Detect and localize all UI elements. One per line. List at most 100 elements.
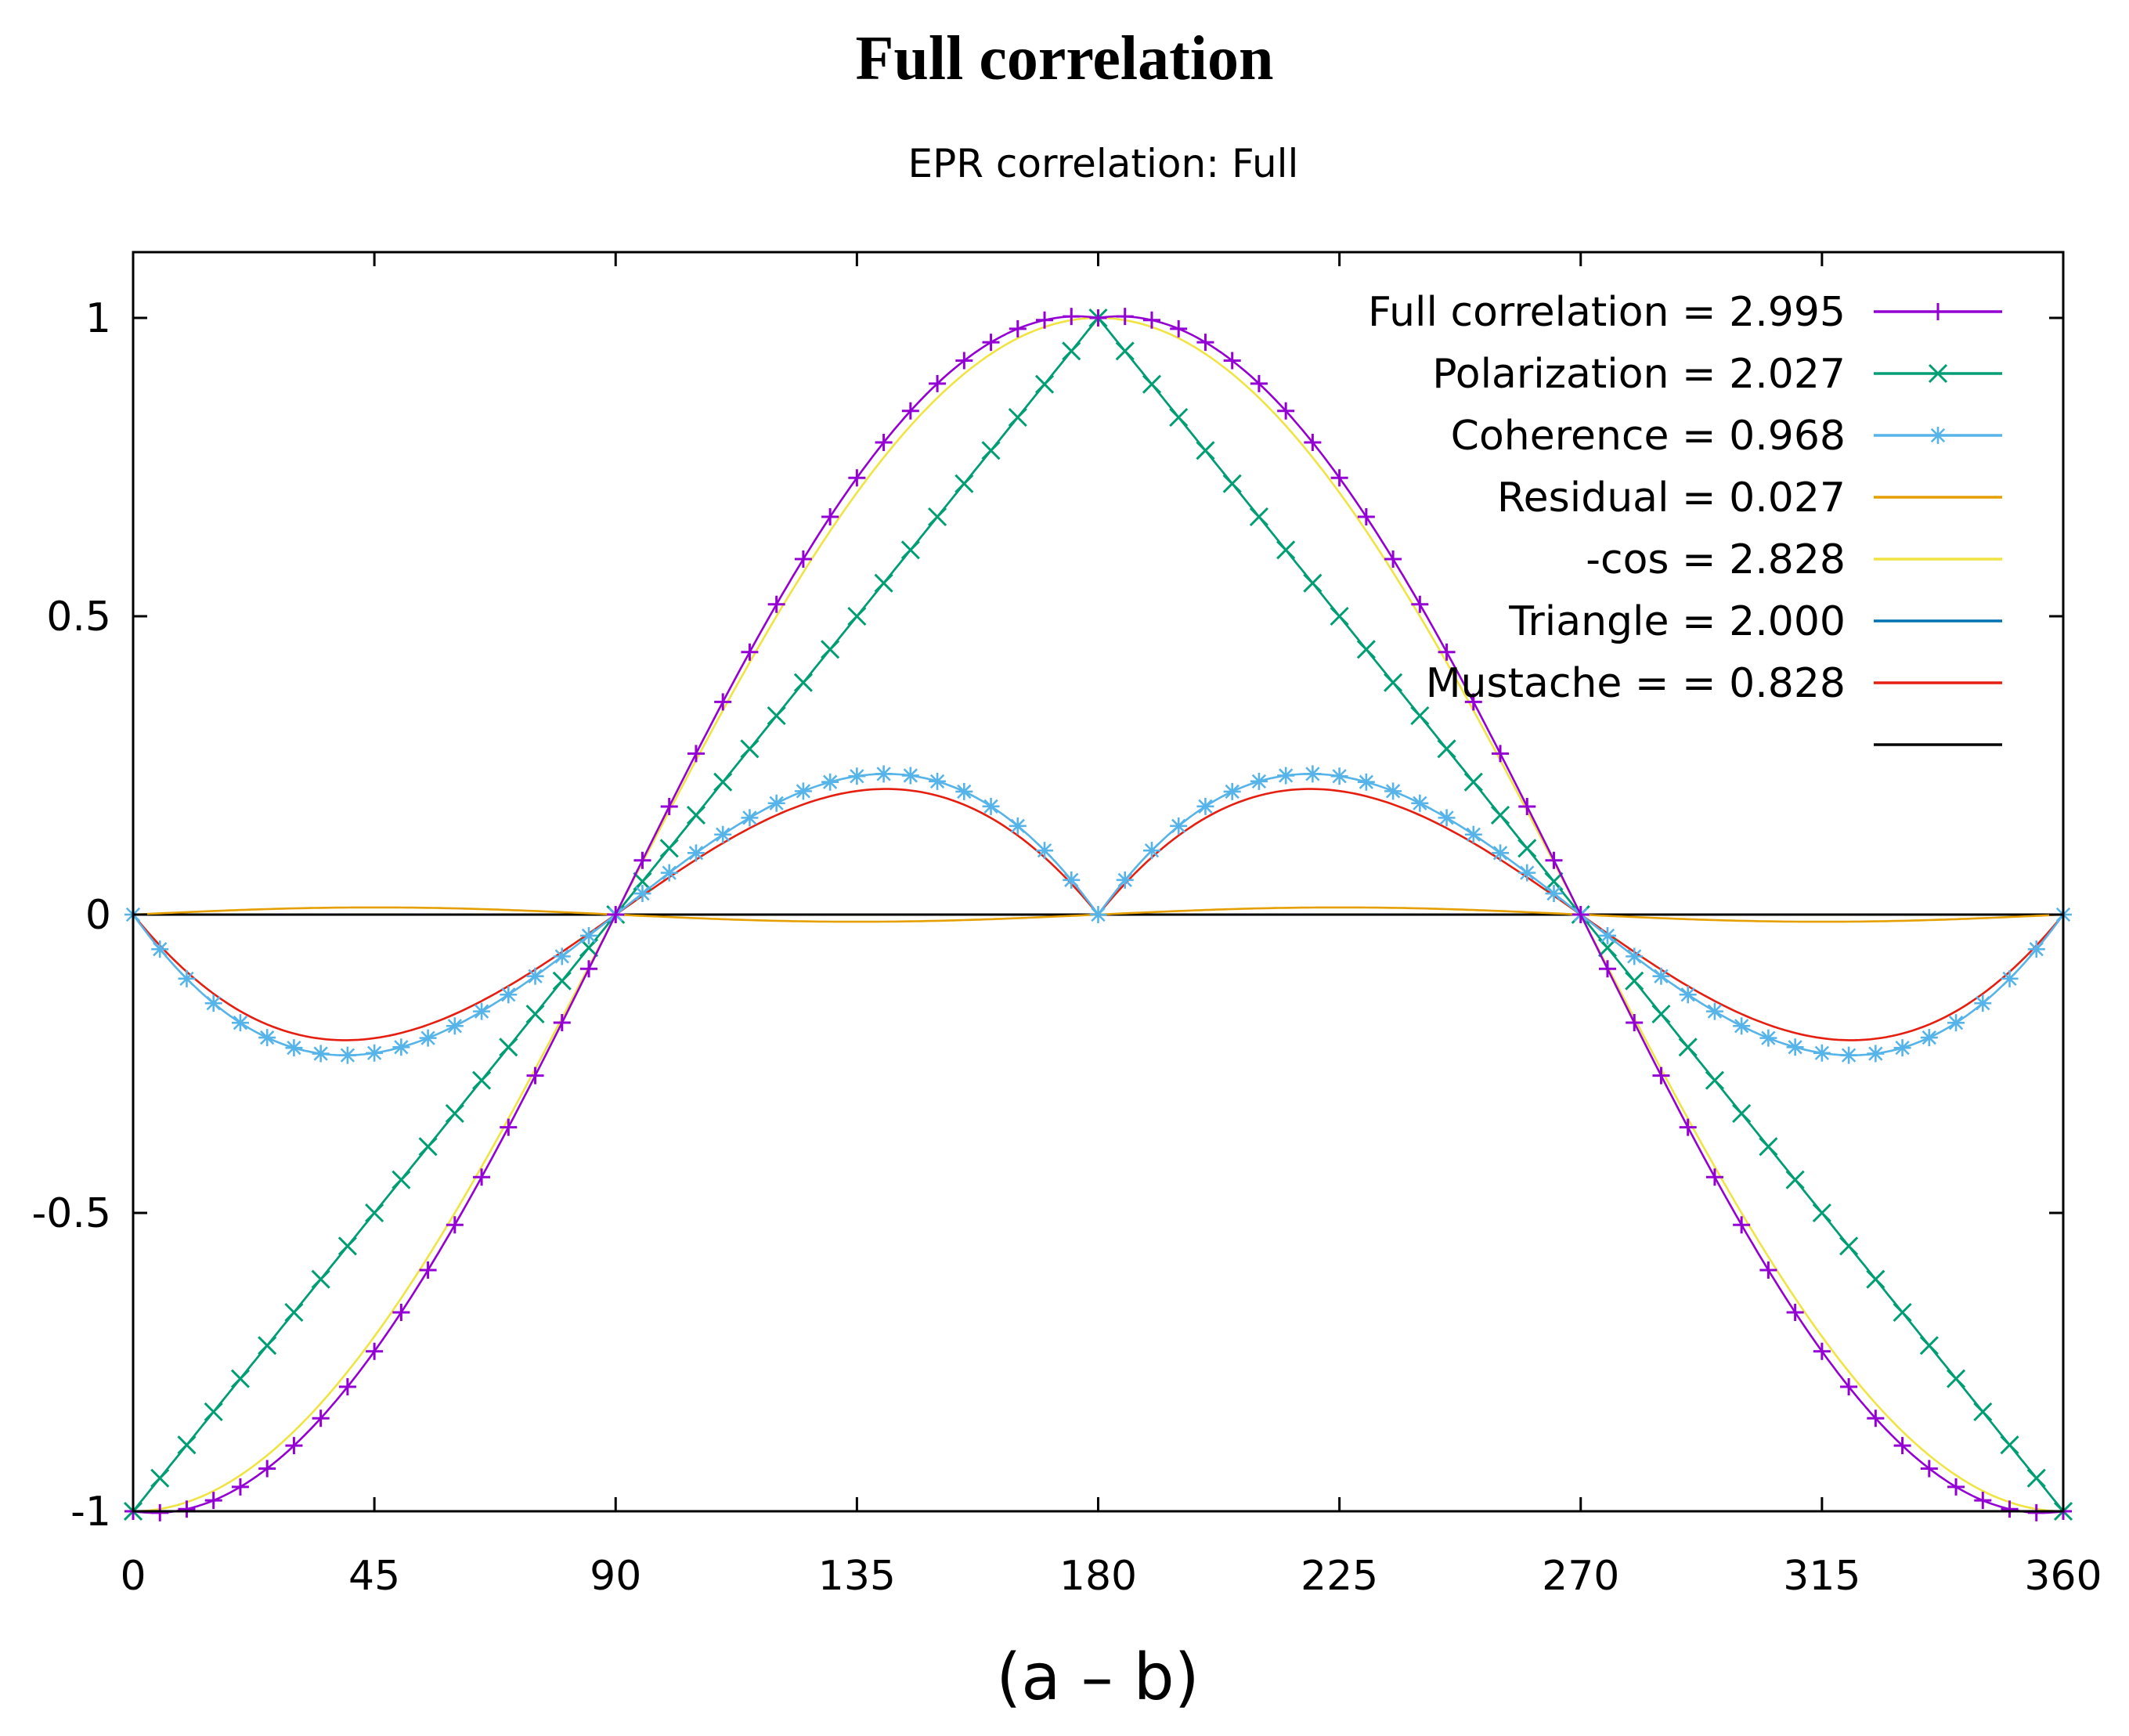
series-marker-2: [687, 844, 705, 862]
y-tick-label-0: 0: [85, 892, 111, 939]
series-marker-2: [1196, 797, 1214, 815]
series-marker-0: [875, 434, 893, 452]
series-marker-1: [311, 1269, 330, 1289]
series-marker-1: [204, 1402, 223, 1422]
series-marker-1: [821, 640, 840, 659]
series-marker-1: [230, 1369, 251, 1388]
series-marker-1: [392, 1170, 411, 1189]
series-marker-0: [687, 745, 705, 763]
series-marker-1: [1249, 507, 1268, 527]
series-marker-2: [1492, 844, 1510, 862]
legend-entry-4: -cos = 2.828: [1586, 536, 2002, 583]
series-marker-2: [500, 986, 518, 1004]
series-marker-0: [1009, 319, 1027, 337]
series-marker-2: [204, 994, 222, 1012]
series-marker-0: [1357, 508, 1375, 526]
series-marker-0: [1250, 374, 1268, 392]
series-marker-0: [1974, 1492, 1992, 1510]
series-marker-2: [660, 864, 678, 882]
series-marker-0: [1786, 1303, 1804, 1321]
series-marker-1: [1785, 1170, 1805, 1189]
series-marker-1: [1142, 374, 1162, 394]
series-marker-1: [1196, 441, 1215, 460]
series-marker-2: [982, 797, 1000, 815]
series-marker-1: [472, 1070, 492, 1090]
legend-entry-1: Polarization = 2.027: [1432, 351, 2002, 398]
legend-label-0: Full correlation = 2.995: [1368, 289, 1846, 336]
y-tick-label-1: 1: [85, 295, 111, 342]
series-marker-2: [580, 926, 598, 944]
series-marker-2: [526, 967, 544, 985]
series-marker-2: [473, 1002, 491, 1020]
series-marker-0: [1947, 1478, 1965, 1496]
series-marker-0: [312, 1409, 330, 1427]
series-marker-2: [446, 1017, 464, 1035]
series-marker-0: [1116, 308, 1134, 326]
legend: Full correlation = 2.995 Polarization = 2…: [1368, 289, 2002, 746]
series-marker-2: [1170, 817, 1188, 835]
series-marker-2: [741, 809, 759, 827]
series-marker-1: [1759, 1137, 1778, 1157]
series-marker-1: [1678, 1038, 1698, 1057]
series-marker-2: [1411, 794, 1429, 812]
series-marker-2: [1679, 986, 1697, 1004]
series-marker-0: [982, 334, 1000, 352]
series-marker-2: [1438, 809, 1456, 827]
legend-marker-2: [1929, 427, 1947, 444]
series-marker-0: [767, 595, 785, 613]
series-marker-1: [418, 1137, 438, 1157]
series-marker-0: [178, 1500, 196, 1518]
series-marker-2: [1920, 1029, 1938, 1047]
series-marker-1: [847, 606, 867, 626]
series-marker-2: [901, 767, 919, 785]
series-0: [124, 308, 2072, 1521]
series-marker-1: [1919, 1336, 1939, 1355]
series-marker-2: [821, 773, 839, 791]
series-marker-1: [1356, 640, 1376, 659]
series-marker-2: [392, 1038, 410, 1056]
series-marker-0: [1492, 745, 1510, 763]
series-marker-1: [1222, 474, 1242, 493]
x-tick-label-0: 0: [120, 1553, 146, 1600]
x-tick-label-315: 315: [1783, 1553, 1860, 1600]
series-marker-0: [1545, 851, 1563, 869]
y-tick-label--0.5: -0.5: [32, 1190, 111, 1237]
x-tick-label-225: 225: [1301, 1553, 1378, 1600]
series-marker-0: [1330, 469, 1348, 487]
series-marker-1: [1517, 839, 1537, 858]
x-tick-label-45: 45: [348, 1553, 400, 1600]
x-axis-label: (a – b): [996, 1640, 1199, 1715]
series-marker-1: [767, 706, 786, 726]
series-marker-1: [1839, 1236, 1859, 1256]
series-marker-0: [1867, 1409, 1885, 1427]
series-marker-2: [553, 947, 571, 965]
series-marker-0: [1705, 1168, 1723, 1186]
series-marker-1: [1276, 540, 1296, 560]
legend-entry-6: Mustache = = 0.828: [1426, 660, 2002, 707]
x-tick-label-360: 360: [2024, 1553, 2102, 1600]
series-marker-0: [580, 960, 598, 978]
series-marker-1: [525, 1004, 545, 1024]
series-marker-1: [337, 1236, 357, 1256]
series-marker-0: [1170, 319, 1188, 337]
series-marker-0: [1598, 960, 1616, 978]
series-marker-2: [1277, 767, 1295, 785]
series-marker-0: [285, 1437, 303, 1455]
series-marker-2: [1142, 842, 1160, 860]
series-marker-2: [285, 1039, 303, 1057]
series-marker-1: [1034, 374, 1055, 394]
series-marker-2: [1598, 926, 1616, 944]
series-marker-2: [312, 1045, 330, 1063]
series-marker-0: [1464, 693, 1482, 711]
series-marker-0: [1518, 797, 1536, 815]
series-marker-0: [231, 1478, 249, 1496]
legend-entry-2: Coherence = 0.968: [1451, 413, 2002, 460]
series-marker-0: [553, 1014, 571, 1032]
series-marker-0: [526, 1067, 544, 1085]
series-marker-1: [900, 540, 920, 560]
series-marker-2: [1947, 1014, 1965, 1032]
series-marker-2: [2027, 940, 2045, 958]
plot-title: EPR correlation: Full: [908, 141, 1299, 186]
series-marker-2: [767, 794, 785, 812]
